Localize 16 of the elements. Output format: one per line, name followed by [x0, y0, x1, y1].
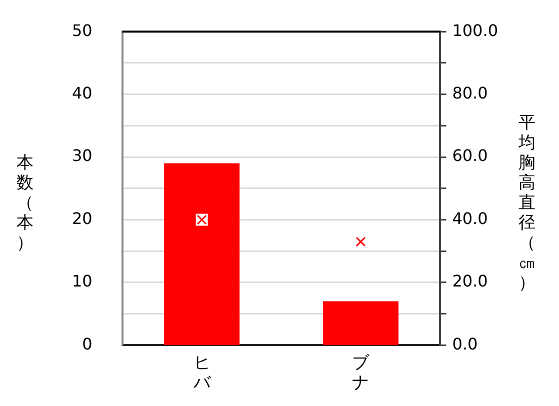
y2-tick-label: 0.0: [452, 334, 478, 354]
y-tick-label: 50: [72, 20, 92, 40]
y-tick-label: 0: [82, 334, 92, 354]
y-tick-label: 40: [72, 83, 92, 102]
y-tick-label: 20: [72, 208, 92, 228]
text: 平均胸高直径（㎝）: [518, 113, 536, 293]
y2-tick-label: 100.0: [452, 20, 498, 40]
y2-tick-label: 60.0: [452, 146, 488, 166]
y2-tick-label: 20.0: [452, 272, 488, 291]
y-tick-label: 10: [72, 272, 92, 291]
y-tick-label: 30: [72, 146, 92, 166]
y-axis-title: 本数（本）: [16, 153, 34, 253]
y2-tick-label: 80.0: [452, 83, 488, 102]
x-tick-label: ヒバ: [192, 352, 212, 394]
x-tick-label: ブナ: [352, 352, 370, 394]
y2-tick-label: 40.0: [452, 208, 488, 228]
